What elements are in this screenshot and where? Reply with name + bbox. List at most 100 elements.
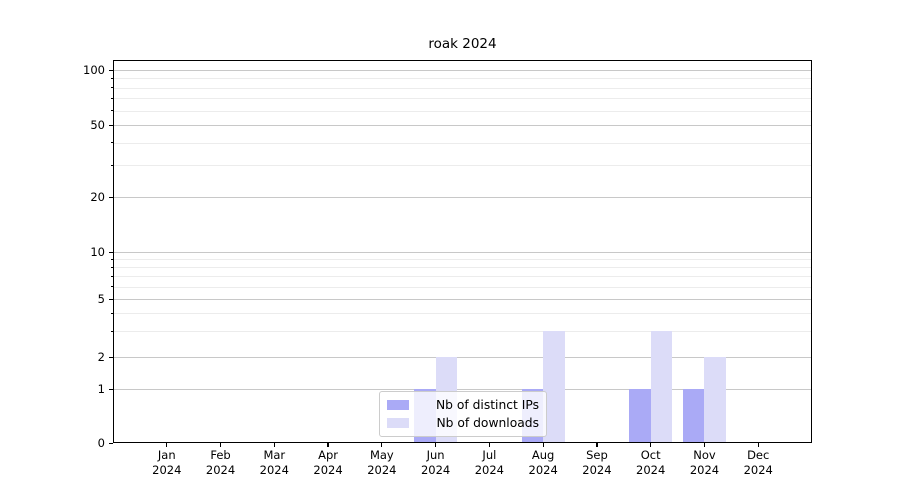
bar-distinct-ips [629,389,651,442]
x-axis-tick [327,443,329,447]
x-axis-tick [703,443,706,447]
bar-downloads [650,331,673,442]
x-axis-tick [166,443,168,447]
x-axis-tick [596,443,598,447]
legend-entry: Nb of downloads [387,416,539,430]
x-tick-year: 2024 [152,463,182,477]
y-axis-minor-tick [110,142,113,144]
y-axis-tick-label: 10 [90,245,105,259]
y-axis-minor-tick [110,312,113,314]
minor-gridline [114,87,811,89]
x-axis-tick [435,443,437,447]
bar-distinct-ips [682,389,705,442]
major-gridline [114,357,811,358]
minor-gridline [114,267,811,269]
x-tick-month: Mar [263,448,286,462]
x-tick-month: Aug [531,448,555,462]
minor-gridline [114,78,811,80]
x-axis-tick-label: Apr 2024 [300,448,356,478]
minor-gridline [114,110,811,112]
x-axis-tick [381,443,383,447]
y-axis-tick [109,69,113,71]
x-axis-tick [273,443,275,447]
legend-swatch [387,418,409,428]
x-tick-year: 2024 [636,463,666,477]
y-axis-tick-label: 20 [90,190,105,204]
x-axis-tick-label: Aug 2024 [515,448,571,478]
y-axis-tick-label: 1 [97,382,105,396]
legend-label: Nb of downloads [436,416,539,430]
x-tick-month: Jan [157,448,176,462]
x-axis-tick [219,443,222,447]
y-axis-minor-tick [110,275,113,277]
x-axis-tick-label: Nov 2024 [676,448,732,478]
plot-area [113,60,812,443]
y-axis-tick-label: 100 [83,63,105,77]
x-tick-month: Jul [482,448,497,462]
y-axis-tick-label: 2 [97,350,105,364]
x-tick-month: Sep [586,448,608,462]
x-tick-month: Feb [210,448,231,462]
bar-downloads [543,331,565,442]
x-axis-tick [757,443,759,447]
y-axis-tick-label: 50 [90,118,105,132]
x-tick-year: 2024 [259,463,289,477]
major-gridline [114,125,811,126]
y-axis-minor-tick [110,286,113,288]
x-tick-month: Nov [693,448,716,462]
y-axis-tick [109,388,113,390]
x-axis-tick [488,443,490,447]
major-gridline [114,70,811,71]
x-axis-tick-label: Oct 2024 [623,448,679,478]
x-tick-month: Dec [747,448,770,462]
y-axis-minor-tick [110,87,113,89]
x-axis-tick-label: Dec 2024 [730,448,786,478]
x-axis-tick-label: Jan 2024 [139,448,195,478]
x-axis-tick [650,443,652,447]
x-tick-year: 2024 [420,463,451,477]
y-axis-tick [109,298,113,300]
x-tick-year: 2024 [582,463,612,477]
minor-gridline [114,98,811,100]
minor-gridline [114,286,811,288]
major-gridline [114,389,811,390]
x-tick-year: 2024 [743,463,773,477]
y-axis-tick [109,356,113,358]
y-axis-minor-tick [110,97,113,99]
y-axis-tick [109,251,113,253]
x-tick-month: Jun [426,448,445,462]
y-axis-minor-tick [110,266,113,268]
x-tick-year: 2024 [689,463,720,477]
legend-label: Nb of distinct IPs [435,398,539,412]
y-axis-minor-tick [110,330,113,332]
y-axis-tick-label: 5 [97,292,105,306]
bar-downloads [704,357,726,442]
minor-gridline [114,331,811,333]
legend: Nb of distinct IPs Nb of downloads [379,391,547,437]
y-axis-tick [109,196,113,198]
major-gridline [114,197,811,198]
minor-gridline [114,313,811,315]
y-axis-tick-label: 0 [97,436,105,450]
major-gridline [114,252,811,253]
chart-title: roak 2024 [428,36,497,52]
y-axis-minor-tick [110,164,113,166]
legend-entry: Nb of distinct IPs [387,398,539,412]
x-tick-year: 2024 [528,463,558,477]
x-axis-tick-label: Mar 2024 [246,448,302,478]
x-axis-tick-label: Jun 2024 [408,448,464,478]
x-tick-month: Apr [318,448,339,462]
x-tick-month: May [369,448,394,462]
y-axis-minor-tick [110,77,113,79]
x-tick-year: 2024 [474,463,505,477]
minor-gridline [114,142,811,144]
x-axis-tick-label: Jul 2024 [461,448,517,478]
x-tick-month: Oct [640,448,661,462]
y-axis-tick [109,442,113,444]
y-axis-tick [109,124,113,126]
y-axis-minor-tick [110,258,113,260]
x-axis-tick-label: May 2024 [354,448,410,478]
minor-gridline [114,259,811,261]
major-gridline [114,299,811,300]
